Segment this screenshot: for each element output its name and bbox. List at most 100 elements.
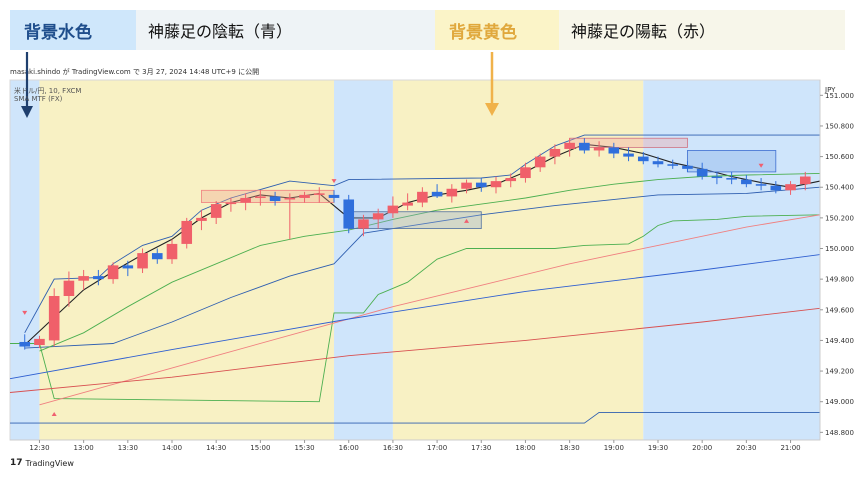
- candle-down: [579, 142, 590, 151]
- publish-meta: masaki.shindo が TradingView.com で 3月 27,…: [10, 68, 260, 76]
- y-tick-label: 148.800: [825, 429, 854, 437]
- candle-down: [637, 156, 649, 162]
- symbol-label: 米ドル/円, 10, FXCM: [14, 87, 82, 95]
- x-tick-label: 19:30: [648, 444, 668, 452]
- candle-down: [19, 341, 31, 347]
- candle-up: [564, 142, 575, 149]
- legend-yellow: 背景黄色 神藤足の陽転（赤）: [435, 10, 845, 50]
- candle-up: [372, 213, 384, 220]
- x-tick-label: 19:00: [604, 444, 624, 452]
- candle-up: [358, 219, 369, 229]
- y-tick-label: 150.200: [825, 214, 854, 222]
- x-tick-label: 20:30: [736, 444, 756, 452]
- currency-label: JPY: [824, 86, 836, 94]
- candle-down: [667, 164, 679, 166]
- x-tick-label: 12:30: [29, 444, 49, 452]
- x-tick-label: 21:00: [780, 444, 800, 452]
- line-red-ma-slow: [9, 307, 821, 393]
- range-box-blue: [687, 150, 777, 173]
- candle-up: [78, 276, 89, 281]
- y-tick-label: 150.800: [825, 122, 854, 130]
- tradingview-logo: 17 TradingView: [10, 458, 74, 468]
- candle-up: [137, 253, 148, 269]
- candle-up: [520, 167, 531, 179]
- candle-down: [755, 184, 767, 186]
- candle-down: [711, 176, 723, 179]
- candle-up: [534, 156, 546, 168]
- signal-markers: [22, 163, 764, 416]
- line-blue-ma: [9, 254, 821, 380]
- tradingview-brand: TradingView: [25, 458, 74, 468]
- range-box-red: [201, 189, 335, 203]
- candle-up: [181, 220, 193, 244]
- candle-down: [151, 253, 163, 260]
- candle-up: [387, 205, 399, 214]
- candle-down: [475, 182, 487, 188]
- candle-up: [799, 176, 811, 185]
- candle-up: [593, 147, 605, 151]
- candle-down: [122, 265, 134, 269]
- candle-down: [431, 191, 443, 197]
- bg-zone-blue: [10, 80, 40, 440]
- candle-up: [549, 148, 561, 157]
- x-tick-label: 15:30: [294, 444, 314, 452]
- candle-up: [166, 243, 178, 260]
- x-tick-label: 16:30: [383, 444, 403, 452]
- line-red-ma-fast: [39, 214, 821, 406]
- line-green-step: [10, 214, 821, 403]
- y-tick-label: 150.600: [825, 153, 854, 161]
- candle-down: [328, 194, 340, 198]
- y-tick-label: 149.200: [825, 368, 854, 376]
- candle-down: [726, 178, 737, 180]
- y-tick-label: 151.000: [825, 92, 854, 100]
- y-tick-label: 150.000: [825, 245, 854, 253]
- legend-yellow-key: 背景黄色: [435, 10, 559, 50]
- x-tick-label: 13:30: [118, 444, 138, 452]
- candle-up: [107, 265, 119, 280]
- candle-down: [770, 185, 782, 191]
- line-lower-band: [24, 186, 821, 349]
- candle-up: [34, 338, 45, 346]
- candle-up: [63, 280, 75, 296]
- candle-down: [696, 168, 708, 177]
- candle-down: [343, 199, 355, 229]
- y-tick-label: 149.600: [825, 306, 854, 314]
- y-tick-label: 149.000: [825, 398, 854, 406]
- signal-marker-down: [331, 179, 337, 184]
- candle-up: [313, 193, 325, 195]
- y-tick-label: 149.800: [825, 276, 854, 284]
- candle-up: [461, 182, 472, 189]
- legend-blue: 背景水色 神藤足の陰転（青）: [10, 10, 435, 50]
- candle-up: [505, 178, 517, 182]
- candle-up: [284, 197, 296, 200]
- x-tick-label: 15:00: [250, 444, 270, 452]
- bg-zone-yellow: [39, 80, 335, 440]
- x-tick-label: 14:00: [162, 444, 182, 452]
- legend-blue-text: 神藤足の陰転（青）: [136, 10, 435, 50]
- indicator-label: SMA MTF (FX): [14, 95, 63, 103]
- x-tick-label: 13:00: [74, 444, 94, 452]
- candle-down: [608, 147, 620, 154]
- candle-up: [490, 181, 502, 188]
- legend-blue-key: 背景水色: [10, 10, 136, 50]
- x-tick-label: 14:30: [206, 444, 226, 452]
- signal-marker-down: [758, 163, 764, 168]
- candle-down: [741, 179, 752, 185]
- candle-up: [240, 197, 251, 203]
- candle-up: [299, 194, 310, 198]
- background-zones: [10, 80, 820, 440]
- line-blue-step-low: [10, 411, 820, 424]
- candle-up: [446, 188, 458, 197]
- candle-up: [196, 217, 207, 221]
- x-tick-label: 17:30: [471, 444, 491, 452]
- candle-down: [682, 165, 693, 169]
- candle-down: [652, 161, 664, 165]
- candle-up: [417, 191, 428, 203]
- candle-down: [269, 196, 281, 202]
- bg-zone-blue: [334, 80, 393, 440]
- callout-arrows: [21, 52, 499, 118]
- legend-yellow-text: 神藤足の陽転（赤）: [559, 10, 845, 50]
- candle-up: [402, 202, 413, 206]
